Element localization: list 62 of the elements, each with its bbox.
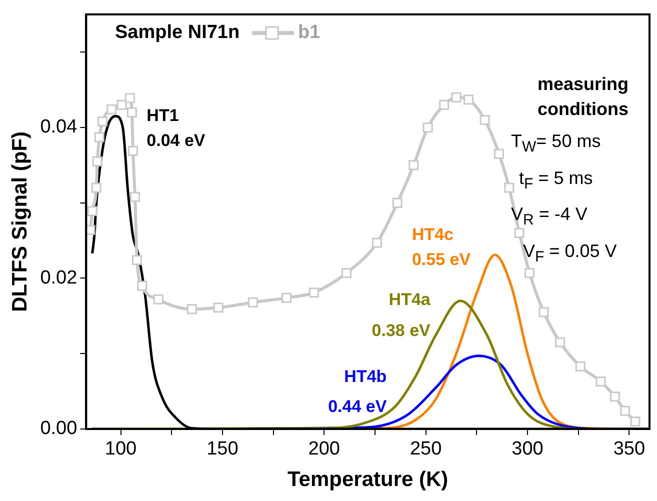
x-tick-label: 350	[613, 438, 646, 460]
y-tick-label: 0.00	[40, 418, 78, 440]
point	[308, 288, 319, 298]
point	[97, 116, 108, 126]
point	[213, 302, 224, 313]
point	[86, 225, 96, 235]
point	[514, 228, 524, 238]
point	[372, 238, 382, 248]
point	[341, 268, 352, 278]
point	[439, 100, 450, 110]
point	[524, 268, 535, 278]
series-label: HT4b 0.44 eV	[328, 366, 388, 416]
point	[480, 114, 490, 125]
x-axis-title: Temperature (K)	[288, 468, 448, 492]
point	[630, 416, 640, 426]
point	[126, 107, 137, 118]
point	[408, 160, 419, 170]
point	[124, 93, 135, 104]
point	[464, 94, 474, 105]
point	[555, 337, 566, 348]
point	[106, 104, 117, 114]
point	[92, 156, 102, 166]
annotation: t$_{F}$ = 5 ms	[518, 166, 594, 194]
point	[91, 182, 102, 193]
point	[282, 292, 292, 303]
annotation: measuring conditions	[536, 73, 630, 121]
point	[186, 304, 197, 314]
point	[94, 132, 104, 142]
x-tick-label: 150	[206, 438, 238, 460]
point	[596, 376, 606, 386]
x-tick-label: 250	[410, 438, 442, 460]
series-label: HT4a 0.38 eV	[372, 290, 432, 340]
point	[130, 192, 140, 202]
point	[116, 100, 127, 110]
point	[538, 307, 549, 318]
series-label: HT4c 0.55 eV	[412, 224, 472, 269]
chart-title: Sample NI71n	[115, 22, 240, 44]
annotation: T$_{W}$= 50 ms	[510, 130, 602, 158]
x-tick-label: 200	[308, 438, 340, 460]
x-tick-label: 100	[104, 438, 137, 460]
point	[128, 146, 138, 156]
legend-label: b1	[298, 22, 320, 44]
point	[422, 122, 433, 132]
point	[494, 148, 504, 159]
point	[620, 406, 630, 416]
point	[451, 92, 462, 102]
x-tick-label: 300	[512, 438, 544, 460]
y-tick-label: 0.04	[40, 116, 78, 138]
y-tick-label: 0.02	[40, 267, 78, 288]
point	[153, 294, 164, 304]
point	[248, 297, 258, 308]
point	[132, 255, 142, 266]
point	[504, 182, 514, 193]
y-axis-title: DLTFS Signal (pF)	[8, 131, 32, 312]
annotation: V$_{F}$ = 0.05 V	[522, 240, 618, 268]
annotation: V$_{R}$ = -4 V	[510, 203, 588, 231]
point	[392, 198, 402, 208]
series-label: HT1 0.04 eV	[146, 106, 206, 150]
point	[137, 280, 148, 291]
point	[87, 206, 98, 216]
point	[575, 361, 586, 372]
point	[610, 392, 620, 402]
